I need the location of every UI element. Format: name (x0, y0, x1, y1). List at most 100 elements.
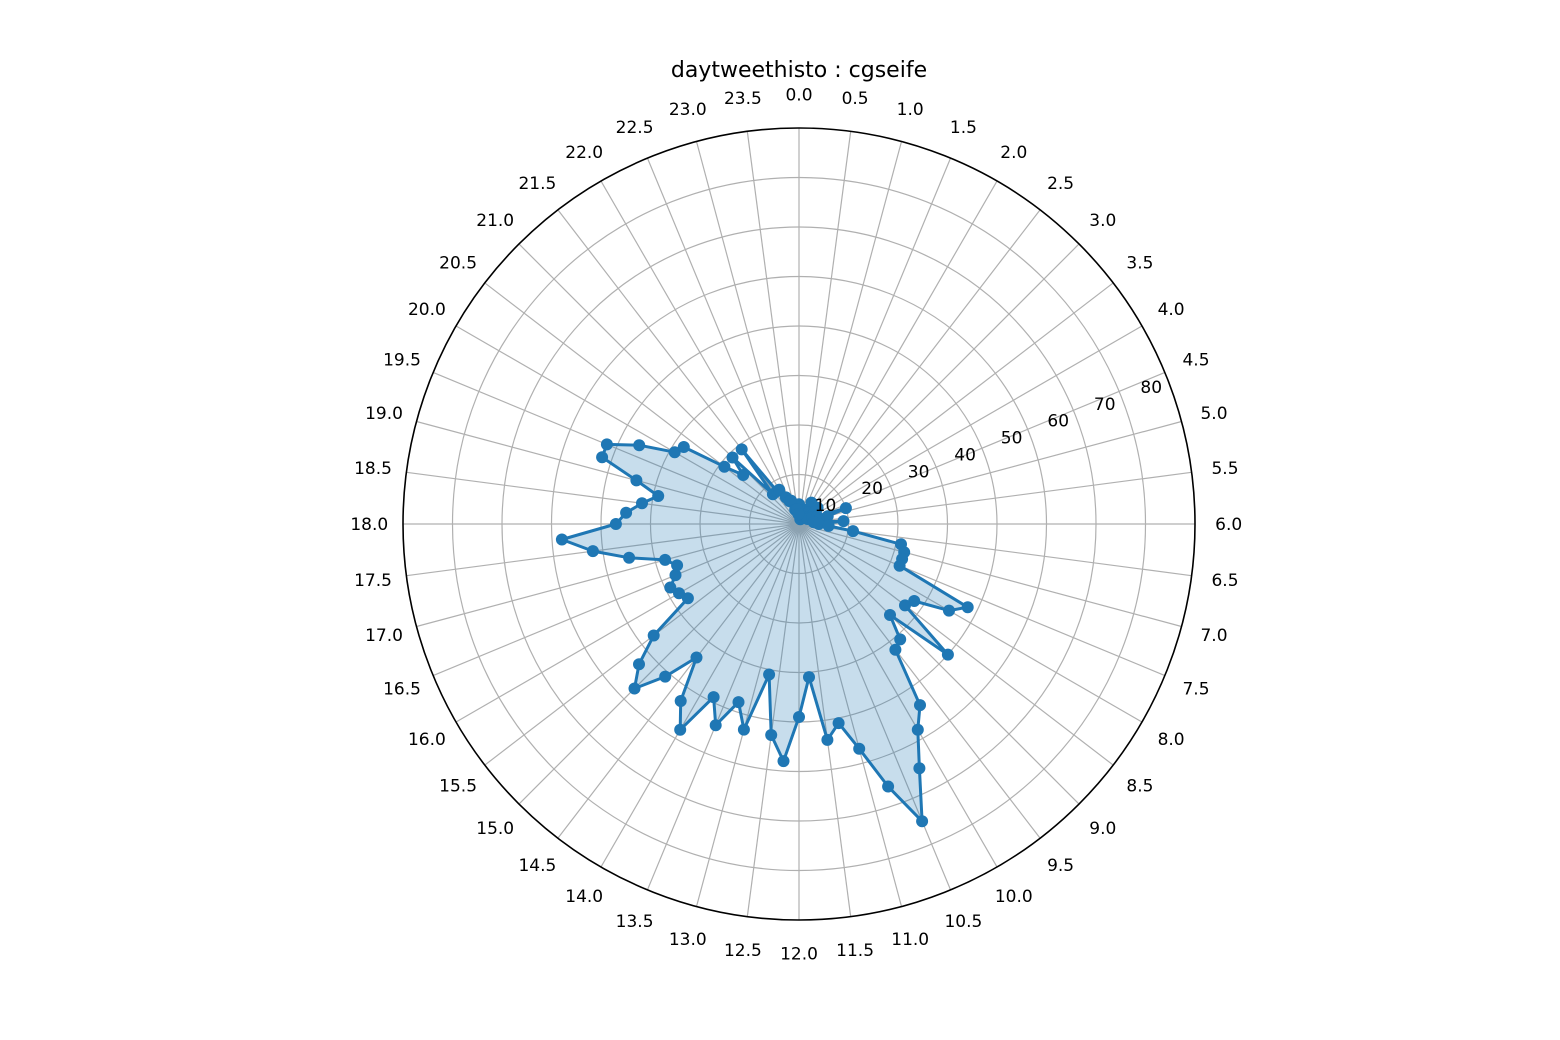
angular-gridline-9 (798, 371, 1166, 525)
data-point-25 (822, 519, 835, 532)
theta-tick-label-20: 10.0 (995, 887, 1033, 907)
data-point-36 (884, 609, 896, 621)
angular-gridline-29 (557, 523, 800, 839)
theta-tick-label-43: 21.5 (518, 174, 556, 194)
data-point-50 (765, 729, 778, 741)
angular-gridline-32 (455, 523, 800, 723)
theta-tick-label-3: 1.5 (950, 118, 977, 138)
theta-tick-label-24: 12.0 (780, 945, 818, 965)
data-point-81 (677, 441, 690, 453)
data-point-79 (633, 439, 646, 452)
angular-gridline-44 (600, 180, 800, 525)
angular-gridline-18 (798, 523, 1080, 805)
data-point-61 (633, 658, 645, 671)
radial-tick-label-4: 50 (1001, 429, 1023, 449)
data-point-57 (674, 695, 687, 707)
data-point-80 (668, 446, 681, 459)
theta-tick-label-46: 23.0 (669, 100, 707, 120)
series-layer (555, 438, 974, 828)
angular-gridline-25 (746, 523, 800, 917)
data-point-62 (647, 629, 660, 642)
data-point-33 (908, 595, 921, 607)
radial-tick-label-5: 60 (1047, 412, 1069, 432)
theta-tick-label-17: 8.5 (1126, 777, 1153, 797)
theta-tick-label-36: 18.0 (350, 515, 388, 535)
data-point-65 (664, 581, 677, 594)
angular-gridline-15 (798, 523, 1166, 677)
angular-gridline-20 (798, 523, 998, 868)
angular-gridline-8 (798, 325, 1143, 525)
theta-tick-label-7: 3.5 (1126, 253, 1153, 273)
radial-tick-label-0: 10 (815, 496, 837, 516)
theta-tick-label-44: 22.0 (565, 143, 603, 163)
data-point-86 (735, 443, 748, 456)
data-point-38 (889, 643, 902, 656)
data-point-51 (763, 668, 776, 681)
data-point-34 (899, 599, 911, 612)
angular-gridline-3 (798, 157, 952, 525)
theta-tick-label-15: 7.5 (1182, 679, 1209, 699)
data-point-24 (812, 518, 825, 530)
data-point-26 (847, 525, 859, 538)
data-point-58 (690, 651, 703, 664)
series-fill-area (561, 444, 968, 822)
data-point-59 (659, 670, 672, 683)
angular-gridline-27 (646, 523, 800, 891)
theta-tick-label-28: 14.0 (565, 887, 603, 907)
angular-gridline-23 (798, 523, 852, 917)
data-point-23 (837, 515, 850, 528)
angular-gridline-38 (416, 420, 800, 525)
data-point-74 (636, 497, 648, 510)
theta-tick-label-30: 15.0 (476, 819, 514, 839)
theta-tick-label-0: 0.0 (785, 85, 812, 105)
data-point-42 (916, 815, 929, 828)
radial-tick-label-2: 30 (908, 462, 930, 482)
angular-gridline-35 (406, 523, 800, 577)
data-point-48 (793, 711, 805, 723)
theta-tick-label-8: 4.0 (1158, 300, 1185, 320)
theta-tick-label-1: 0.5 (842, 89, 869, 109)
data-point-55 (707, 691, 720, 704)
angular-gridline-13 (798, 523, 1192, 577)
theta-tick-label-5: 2.5 (1047, 174, 1074, 194)
data-point-72 (609, 518, 622, 530)
angular-gridline-46 (695, 141, 800, 525)
angular-gridline-17 (798, 523, 1114, 766)
data-point-69 (623, 551, 636, 564)
angular-gridline-47 (746, 131, 800, 525)
angular-gridline-45 (646, 157, 800, 525)
angular-gridline-5 (798, 209, 1041, 525)
data-point-67 (671, 559, 684, 572)
theta-tick-label-11: 5.5 (1211, 459, 1238, 479)
data-point-95 (792, 508, 805, 521)
data-point-47 (803, 671, 815, 684)
radial-tick-labels: 10 20 30 40 50 60 70 80 (815, 378, 1162, 516)
data-point-83 (737, 469, 750, 481)
data-point-43 (882, 780, 895, 793)
data-point-45 (832, 717, 845, 730)
radial-tick-label-1: 20 (861, 479, 883, 499)
theta-tick-label-38: 19.0 (365, 404, 403, 424)
angular-gridline-16 (798, 523, 1143, 723)
data-point-56 (674, 723, 687, 736)
angular-grid (403, 128, 1195, 920)
theta-tick-label-45: 22.5 (616, 118, 654, 138)
theta-tick-label-31: 15.5 (439, 777, 477, 797)
data-point-66 (669, 569, 682, 582)
theta-tick-label-47: 23.5 (724, 89, 762, 109)
data-point-52 (737, 723, 750, 736)
theta-tick-label-13: 6.5 (1211, 571, 1238, 591)
data-point-19 (839, 502, 852, 515)
theta-tick-label-22: 11.0 (891, 930, 929, 950)
data-point-60 (628, 682, 641, 695)
data-point-64 (673, 587, 685, 600)
data-point-68 (659, 553, 672, 566)
theta-tick-label-40: 20.0 (408, 300, 446, 320)
theta-tick-label-41: 20.5 (439, 253, 477, 273)
data-point-37 (894, 633, 907, 646)
theta-tick-label-4: 2.0 (1000, 143, 1027, 163)
theta-tick-label-16: 8.0 (1158, 730, 1185, 750)
data-point-53 (732, 696, 745, 709)
data-point-44 (853, 742, 866, 755)
angular-gridline-7 (798, 282, 1114, 525)
